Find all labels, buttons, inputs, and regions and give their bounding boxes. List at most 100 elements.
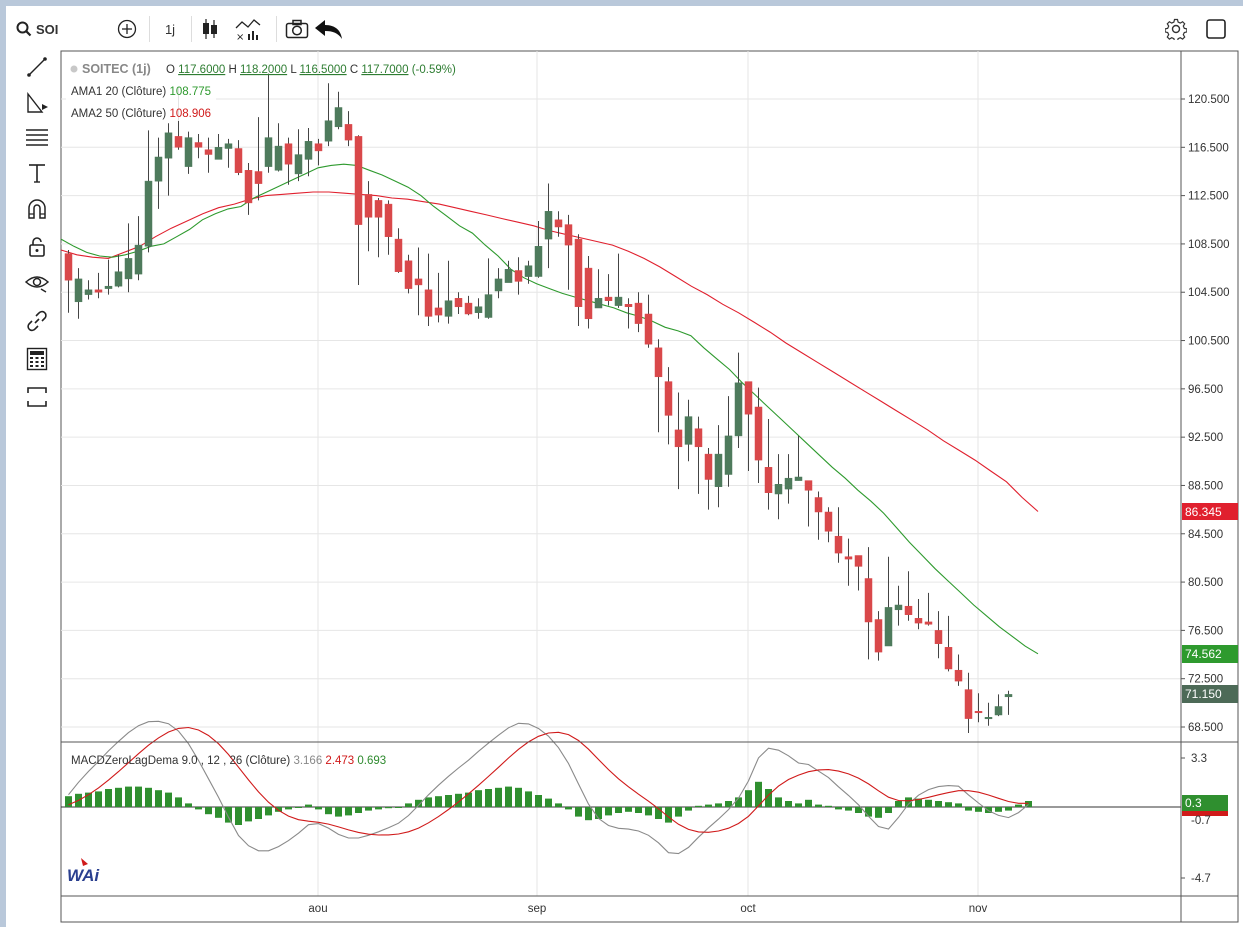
fullscreen-button[interactable] [1204,16,1228,42]
macd-histogram-bar [455,793,462,807]
candle-body [394,238,403,272]
macd-histogram-bar [345,807,352,816]
candle-body [684,416,693,445]
timeframe-button[interactable]: 1j [164,21,176,37]
macd-histogram-bar [195,807,202,810]
macd-histogram-bar [655,807,662,819]
settings-button[interactable] [1164,16,1188,42]
candle-body [974,711,983,714]
macd-panel [61,720,1181,855]
lock-tool[interactable] [24,234,50,260]
compare-button[interactable]: × [234,16,262,42]
visibility-tool[interactable] [24,270,50,296]
candle-body [654,347,663,378]
candle-body [694,428,703,448]
candle-body [844,556,853,560]
last-price-tag [1182,685,1238,703]
camera-icon [285,19,309,39]
macd-histogram-bar [735,797,742,807]
undo-icon [315,20,342,39]
macd-histogram-bar [715,803,722,807]
macd-histogram-bar [385,807,392,809]
triangle-icon [27,92,48,113]
macd-histogram-bar [825,805,832,807]
fib-lines-tool[interactable] [24,124,50,150]
macd-histogram-bar [525,791,532,807]
macd-hist-tag-text: 0.3 [1185,796,1202,810]
macd-histogram-bar [405,803,412,807]
candle-body [224,143,233,149]
candle-body [904,605,913,615]
candle-body [954,669,963,682]
candle-body [674,429,683,448]
y-tick-label: 120.500 [1188,94,1230,106]
macd-histogram-bar [845,807,852,811]
macd-histogram-bar [1005,807,1012,811]
candle-body [214,147,223,160]
candle-body [444,300,453,317]
macd-histogram-bar [285,807,292,810]
last-price-tag-text: 71.150 [1185,687,1222,701]
snapshot-button[interactable] [284,16,310,42]
macd-histogram-bar [435,796,442,807]
macd-histogram-bar [475,790,482,807]
triangle-tool[interactable] [24,90,50,116]
chart-type-button[interactable] [199,16,221,42]
expand-tool[interactable] [24,384,50,410]
candle-body [644,313,653,345]
candle-body [254,171,263,184]
candle-body [874,619,883,653]
macd-histogram-bar [245,807,252,822]
macd-low-label: -0.7 [1191,815,1211,827]
eye-icon [25,276,49,293]
y-tick-label: 72.500 [1188,674,1223,686]
macd-histogram-bar [555,803,562,807]
candle-body [94,289,103,293]
candle-body [584,267,593,320]
macd-histogram-bar [855,807,862,813]
candles [64,73,1013,733]
undo-button[interactable] [314,16,344,42]
macd-histogram-bar [355,807,362,813]
macd-histogram-bar [395,807,402,808]
trend-line-tool[interactable] [24,54,50,80]
macd-histogram-bar [935,801,942,807]
candle-body [244,170,253,204]
text-tool[interactable] [24,160,50,186]
macd-histogram-bar [465,792,472,807]
candle-body [414,278,423,286]
top-border [0,0,1243,6]
ama2-price-tag-text: 86.345 [1185,505,1222,519]
macd-histogram-bar [995,807,1002,812]
magnet-tool[interactable] [24,196,50,222]
candle-body [104,285,113,289]
macd-histogram-bar [945,802,952,807]
chart-frame [60,50,1239,923]
macd-histogram-bar [795,803,802,807]
macd-histogram-bar [805,799,812,807]
macd-histogram-bar [875,807,882,818]
candle-body [624,304,633,307]
legend-symbol: SOITEC (1j) [82,62,151,76]
symbol-search[interactable]: SOI [16,16,62,42]
trend-line-icon [27,57,47,77]
macd-histogram-bar [755,781,762,807]
candle-body [634,302,643,324]
macd-histogram-bar [585,807,592,821]
candle-body [614,296,623,306]
macd-histogram-bar [125,786,132,807]
grid [61,51,1181,896]
candle-body [464,302,473,315]
calculator-tool[interactable] [24,346,50,372]
link-tool[interactable] [24,308,50,334]
candle-body [234,148,243,173]
candle-body [424,289,433,317]
add-indicator-button[interactable] [114,16,140,42]
macd-histogram-bar [305,804,312,807]
macd-histogram-bar [695,805,702,807]
macd-histogram-bar [155,790,162,807]
candle-body [784,477,793,490]
candle-body [864,578,873,623]
y-tick-label: 76.500 [1188,625,1223,637]
